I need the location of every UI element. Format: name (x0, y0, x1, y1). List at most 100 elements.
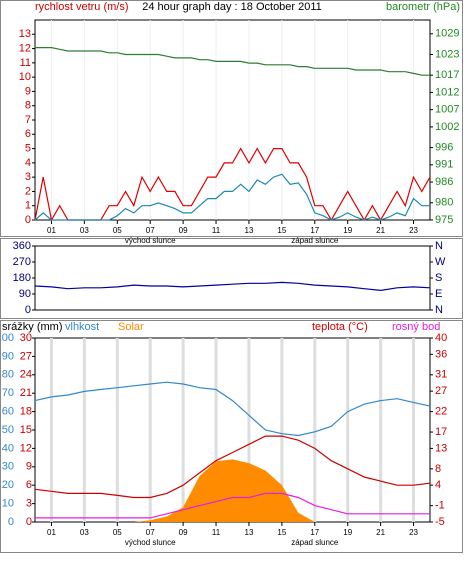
y3-tick-label: 21 (20, 387, 32, 399)
legend-entry: teplota (°C) (312, 321, 368, 333)
y2-tick-label: 17 (435, 426, 447, 438)
x-tick-label: 09 (179, 226, 188, 235)
y3-tick-label: 30 (20, 332, 32, 344)
x-tick-label: 23 (409, 226, 418, 235)
y2-tick-label: 40 (435, 332, 447, 344)
y2-tick-label: 31 (435, 369, 447, 381)
y2-tick-label: 27 (435, 385, 447, 397)
legend-entry: rosný bod (392, 321, 440, 333)
y3-tick-label: 0 (26, 516, 32, 528)
x-tick-label: 05 (113, 226, 122, 235)
y-tick-label: 8 (25, 100, 31, 112)
y2-tick-label: 1017 (435, 69, 459, 81)
y-tick-label: 10 (2, 498, 14, 510)
chart-title: 24 hour graph day : 18 October 2011 (142, 1, 322, 13)
y2-tick-label: 980 (435, 197, 453, 209)
y-tick-label: 3 (25, 171, 31, 183)
y-tick-label: 6 (25, 128, 31, 140)
x-tick-label: 13 (245, 226, 254, 235)
y3-tick-label: 18 (20, 406, 32, 418)
annotation: východ slunce (125, 236, 176, 245)
y2-tick-label: -5 (435, 516, 445, 528)
y2-tick-label: 1002 (435, 121, 459, 133)
y2-tick-label: 1012 (435, 86, 459, 98)
y-tick-label: 9 (25, 85, 31, 97)
y2-tick-label: 986 (435, 176, 453, 188)
x-tick-label: 01 (47, 528, 56, 537)
y-tick-label: 5 (25, 142, 31, 154)
x-tick-label: 11 (212, 528, 221, 537)
y2-tick-label: 4 (435, 479, 441, 491)
x-tick-label: 23 (409, 528, 418, 537)
y-tick-label: 13 (19, 28, 31, 40)
y-tick-label: 180 (13, 272, 31, 284)
y-tick-label: 90 (2, 350, 14, 362)
y-tick-label: 30 (2, 461, 14, 473)
y3-tick-label: 12 (20, 442, 32, 454)
y2-tick-label: W (435, 256, 446, 268)
y2-tick-label: 975 (435, 214, 453, 226)
x-tick-label: 15 (277, 528, 286, 537)
line (34, 173, 430, 221)
y3-axis-label: srážky (mm) (2, 321, 63, 333)
y-tick-label: 80 (2, 369, 14, 381)
plot-area (34, 245, 431, 311)
y-tick-label: 70 (2, 387, 14, 399)
y2-tick-label: S (435, 272, 442, 284)
x-tick-label: 09 (179, 528, 188, 537)
line (35, 47, 430, 76)
x-tick-label: 21 (376, 226, 385, 235)
x-tick-label: 17 (310, 528, 319, 537)
x-tick-label: 19 (343, 226, 352, 235)
y-tick-label: 0 (25, 304, 31, 316)
y-axis-label: rychlost vetru (m/s) (35, 1, 129, 13)
y3-tick-label: 6 (26, 479, 32, 491)
x-tick-label: 19 (343, 528, 352, 537)
y-tick-label: 60 (2, 406, 14, 418)
legend-entry: vlhkost (65, 321, 99, 333)
x-tick-label: 01 (47, 226, 56, 235)
y2-tick-label: 1007 (435, 104, 459, 116)
y-tick-label: 50 (2, 424, 14, 436)
x-tick-label: 05 (113, 528, 122, 537)
line (34, 281, 431, 292)
x-tick-label: 03 (80, 226, 89, 235)
y3-tick-label: 24 (20, 369, 32, 381)
line (34, 381, 431, 437)
y3-tick-label: 9 (26, 461, 32, 473)
y-tick-label: 90 (19, 288, 31, 300)
y-tick-label: 270 (13, 256, 31, 268)
y2-tick-label: 1023 (435, 48, 459, 60)
x-tick-label: 15 (277, 226, 286, 235)
x-tick-label: 21 (376, 528, 385, 537)
y-tick-label: 360 (13, 240, 31, 252)
y3-tick-label: 15 (20, 424, 32, 436)
y2-tick-label: 8 (435, 463, 441, 475)
y2-tick-label: 991 (435, 159, 453, 171)
x-tick-label: 11 (212, 226, 221, 235)
legend-entry: Solar (118, 321, 144, 333)
y-tick-label: 10 (19, 71, 31, 83)
y3-tick-label: 27 (20, 350, 32, 362)
y2-tick-label: N (435, 240, 443, 252)
y-tick-label: 20 (2, 479, 14, 491)
y2-tick-label: N (435, 304, 443, 316)
annotation: východ slunce (125, 538, 176, 547)
x-tick-label: 13 (245, 528, 254, 537)
y-tick-label: 1 (25, 200, 31, 212)
plot-area (34, 19, 431, 221)
y-tick-label: 4 (25, 157, 31, 169)
y2-tick-label: 22 (435, 406, 447, 418)
y-tick-label: 0 (25, 214, 31, 226)
x-tick-label: 17 (310, 226, 319, 235)
annotation: západ slunce (291, 236, 339, 245)
y2-tick-label: 996 (435, 141, 453, 153)
y2-axis-label: barometr (hPa) (386, 1, 460, 13)
y2-tick-label: 13 (435, 442, 447, 454)
line (35, 492, 430, 519)
y-tick-label: 7 (25, 114, 31, 126)
y-tick-label: 0 (8, 516, 14, 528)
y2-tick-label: 36 (435, 348, 447, 360)
x-tick-label: 07 (146, 528, 155, 537)
x-tick-label: 03 (80, 528, 89, 537)
